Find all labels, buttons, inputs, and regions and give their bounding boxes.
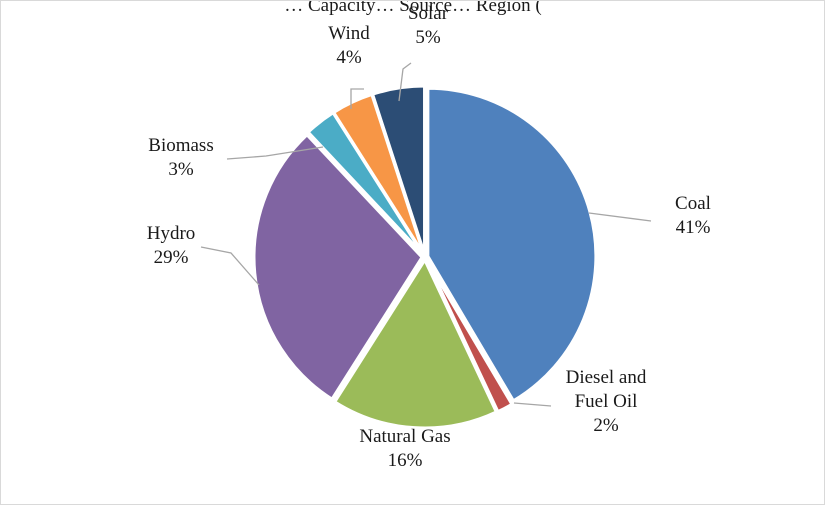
- data-label-value: 5%: [415, 27, 441, 48]
- leader-line: [226, 146, 324, 160]
- pie-slices: [252, 84, 598, 430]
- data-label: Hydro 29%: [147, 223, 196, 268]
- leader-line: [588, 212, 652, 222]
- leader-line: [398, 62, 412, 102]
- data-label: Diesel and Fuel Oil 2%: [566, 367, 647, 436]
- leader-line: [350, 88, 364, 109]
- data-label-value: 2%: [593, 415, 619, 436]
- data-label-value: 16%: [388, 450, 423, 471]
- data-label: Solar 5%: [408, 3, 449, 48]
- data-label: Biomass 3%: [148, 135, 213, 180]
- data-label-value: 29%: [154, 247, 189, 268]
- data-labels: Coal 41% Diesel and Fuel Oil 2% Natural Gas 16…: [147, 3, 711, 471]
- leader-lines: [200, 62, 652, 407]
- data-label-value: 4%: [336, 47, 362, 68]
- pie-slice-solar: [371, 84, 427, 256]
- data-label-category: Wind: [328, 23, 370, 44]
- data-label-category: Solar: [408, 3, 449, 24]
- data-label: Natural Gas 16%: [359, 426, 450, 471]
- pie-slice-natural-gas: [333, 258, 498, 430]
- leader-line: [513, 402, 552, 407]
- data-label-value: 41%: [676, 217, 711, 238]
- pie-slice-diesel-and-fuel-oil: [424, 258, 514, 414]
- data-label: Wind 4%: [328, 23, 370, 68]
- pie-slice-coal: [426, 86, 598, 403]
- data-label-category: Natural Gas: [359, 426, 450, 447]
- chart-title: … Capacity… Source… Region (: [284, 1, 542, 16]
- data-label-category: Fuel Oil: [575, 391, 638, 412]
- pie-slice-hydro: [252, 133, 424, 401]
- data-label: Coal 41%: [675, 193, 711, 238]
- data-label-category: Coal: [675, 193, 711, 214]
- data-label-category: Hydro: [147, 223, 196, 244]
- leader-line: [200, 246, 260, 286]
- data-label-category: Diesel and: [566, 367, 647, 388]
- data-label-value: 3%: [168, 159, 194, 180]
- data-label-category: Biomass: [148, 135, 213, 156]
